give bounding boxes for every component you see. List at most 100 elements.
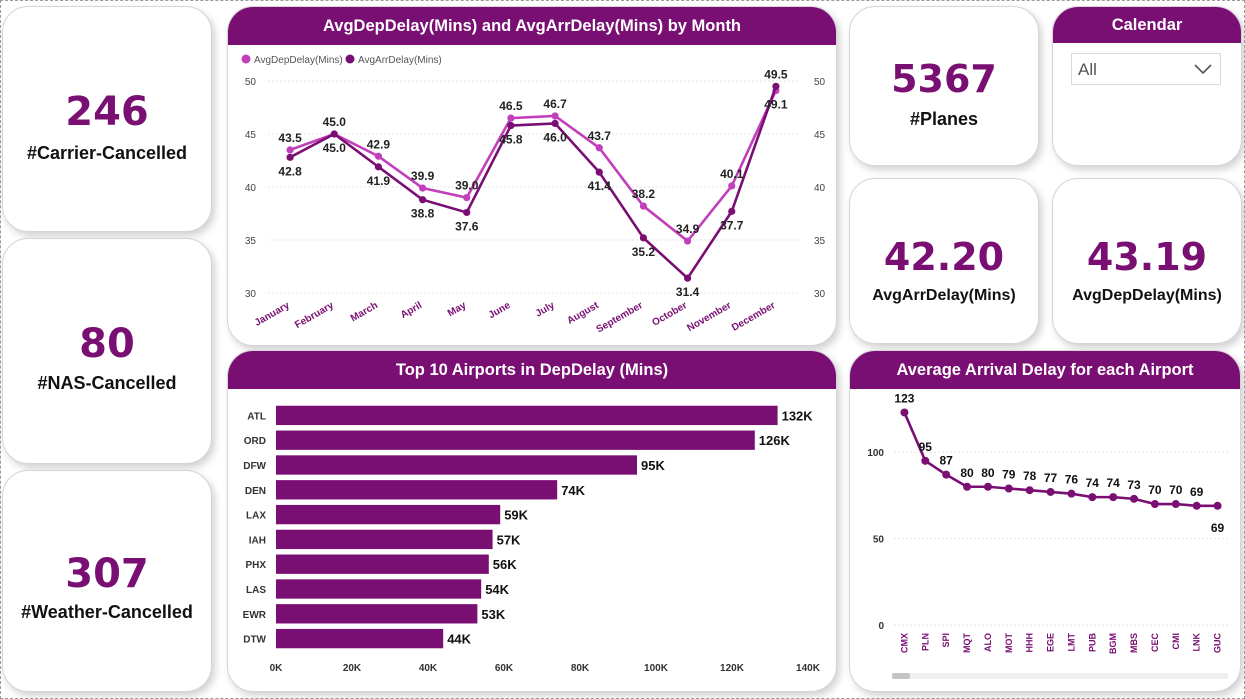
calendar-title: Calendar — [1053, 7, 1241, 43]
bar-value-label: 56K — [493, 557, 517, 572]
legend-marker-1 — [345, 54, 355, 64]
x-tick-june: June — [487, 300, 513, 321]
bar-las — [276, 579, 482, 599]
series-point — [507, 114, 515, 122]
airport-tick-pub: PUB — [1087, 633, 1097, 653]
airport-point — [983, 482, 992, 491]
weather-cancelled-label: #Weather-Cancelled — [21, 602, 193, 622]
bar-category-las: LAS — [246, 585, 266, 596]
carrier-cancelled-label: #Carrier-Cancelled — [26, 143, 188, 163]
series-point — [418, 184, 427, 192]
airport-value-label: 79 — [1002, 467, 1016, 481]
airport-point — [1004, 484, 1013, 493]
airport-point — [942, 470, 951, 479]
arr-data-label: 49.5 — [764, 67, 788, 81]
x-tick-august: August — [565, 300, 601, 327]
arr-data-label: 35.2 — [632, 245, 656, 259]
chart-legend: AvgDepDelay(Mins) AvgArrDelay(Mins) — [241, 54, 442, 66]
series-line-0 — [289, 89, 778, 243]
bar-category-ord: ORD — [244, 436, 266, 447]
series-point — [507, 121, 515, 130]
calendar-selected-value: All — [1078, 60, 1097, 79]
planes-label: #Planes — [909, 109, 979, 129]
airport-value-label: 78 — [1023, 469, 1037, 483]
avg-dep-delay-label: AvgDepDelay(Mins) — [1072, 287, 1222, 304]
scrollbar-thumb[interactable] — [892, 673, 910, 679]
top-airports-bar-chart: ATL 132K ORD 126K DFW 95K DEN 74K LAX 59K IAH 57K PH… — [243, 405, 821, 674]
x-tick-september: September — [595, 300, 645, 335]
month-delay-chart-title: AvgDepDelay(Mins) and AvgArrDelay(Mins) … — [228, 7, 836, 45]
airport-arrival-delay-chart: 100 50 0 123 CMX 95 PLN 87 SPI 80 MQT 80 ALO 79 MOT 78 H… — [867, 391, 1228, 679]
arr-data-label: 37.6 — [455, 219, 479, 233]
airport-tick-cmx: CMX — [899, 633, 909, 653]
series-point — [639, 234, 648, 242]
airport-tick-alo: ALO — [983, 633, 993, 652]
calendar-dropdown[interactable]: All — [1071, 53, 1221, 85]
airport-tick-cec: CEC — [1150, 633, 1160, 653]
y-tick-right: 45 — [814, 130, 826, 141]
x-tick-october: October — [650, 300, 689, 329]
bar-value-label: 132K — [782, 408, 814, 423]
y-tick: 100 — [867, 448, 884, 459]
dep-data-label: 42.9 — [367, 137, 391, 151]
bar-ewr — [276, 604, 478, 624]
airport-tick-mqt: MQT — [962, 633, 972, 653]
dep-data-label: 43.7 — [588, 129, 612, 143]
legend-marker-0 — [241, 54, 251, 64]
avg-arr-delay-value: 42.20 — [883, 235, 1005, 279]
avg-arr-delay-card: 42.20 AvgArrDelay(Mins) — [849, 178, 1039, 344]
series-point — [772, 82, 780, 90]
series-point — [551, 112, 559, 120]
bar-ord — [276, 430, 755, 450]
y-tick: 0 — [878, 621, 884, 632]
avg-arr-delay-label: AvgArrDelay(Mins) — [872, 287, 1016, 304]
arr-data-label: 41.9 — [367, 174, 391, 188]
airport-point — [1067, 489, 1076, 498]
arr-data-label: 41.4 — [588, 179, 612, 193]
x-tick: 80K — [571, 663, 590, 674]
dep-data-label: 46.5 — [499, 99, 523, 113]
airport-tick-hhh: HHH — [1025, 633, 1035, 653]
y-tick-left: 50 — [245, 77, 257, 88]
airport-value-label: 74 — [1086, 476, 1100, 490]
bar-category-den: DEN — [245, 486, 266, 497]
avg-dep-delay-card: 43.19 AvgDepDelay(Mins) — [1052, 178, 1242, 344]
airport-value-label: 80 — [960, 466, 974, 480]
dep-data-label: 46.7 — [543, 97, 567, 111]
y-tick-right: 30 — [814, 289, 826, 300]
dep-data-label: 34.9 — [676, 222, 700, 236]
series-point — [595, 144, 603, 152]
airport-point — [921, 456, 930, 465]
airport-value-label: 70 — [1148, 483, 1162, 497]
weather-cancelled-value: 307 — [65, 551, 149, 597]
x-tick-february: February — [293, 300, 336, 331]
airport-tick-ege: EGE — [1046, 633, 1056, 652]
bar-phx — [276, 554, 489, 574]
series-point — [374, 163, 383, 171]
arr-data-label: 45.8 — [499, 133, 523, 147]
airport-tick-pln: PLN — [920, 633, 930, 651]
airport-value-label: 74 — [1107, 476, 1121, 490]
x-tick: 20K — [343, 663, 362, 674]
dep-data-label: 39.0 — [455, 179, 479, 193]
planes-value: 5367 — [891, 57, 997, 101]
bar-category-atl: ATL — [247, 411, 266, 422]
arr-data-label: 38.8 — [411, 207, 435, 221]
bar-category-iah: IAH — [249, 535, 266, 546]
airport-point — [1130, 494, 1139, 503]
airport-value-label: 123 — [894, 391, 914, 405]
dep-data-label: 40.1 — [720, 167, 744, 181]
airport-value-label: 69 — [1190, 485, 1204, 499]
y-tick: 50 — [873, 535, 885, 546]
bar-value-label: 59K — [504, 508, 528, 523]
bar-category-lax: LAX — [246, 511, 266, 522]
x-tick: 0K — [270, 663, 284, 674]
dep-data-label: 39.9 — [411, 169, 435, 183]
x-tick-january: January — [253, 300, 292, 329]
dep-data-label: 38.2 — [632, 187, 656, 201]
dep-data-label: 43.5 — [278, 131, 302, 145]
x-tick: 120K — [720, 663, 745, 674]
y-tick-left: 45 — [245, 130, 257, 141]
bar-atl — [276, 405, 778, 426]
x-tick-july: July — [534, 300, 557, 320]
